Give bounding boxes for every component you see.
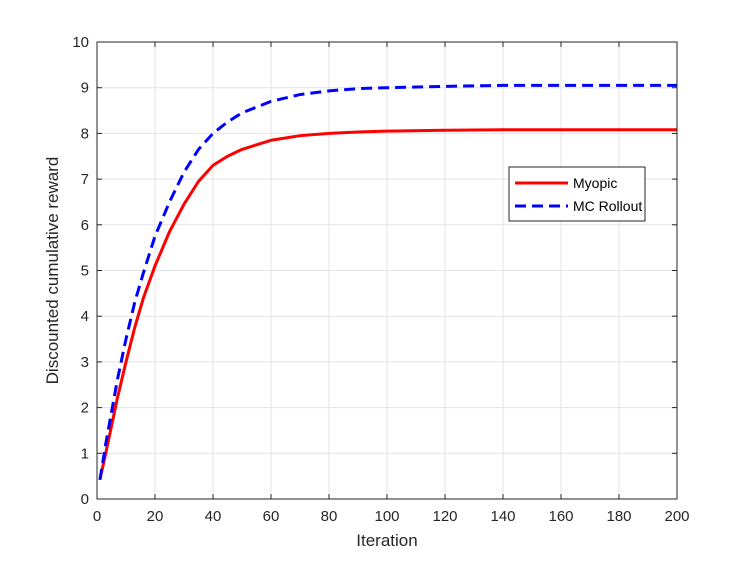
legend-label-myopic: Myopic [573,175,617,191]
y-axis-label: Discounted cumulative reward [43,157,62,385]
x-tick-label: 180 [606,508,631,525]
y-tick-label: 3 [81,354,89,371]
y-tick-label: 2 [81,400,89,417]
x-axis-ticks: 0 20 40 60 80 100 120 140 160 180 200 [93,42,690,525]
y-tick-label: 4 [81,308,89,325]
x-tick-label: 140 [490,508,515,525]
x-tick-label: 20 [147,508,164,525]
y-tick-label: 1 [81,445,89,462]
x-tick-label: 60 [263,508,280,525]
y-tick-label: 0 [81,491,89,508]
x-tick-label: 0 [93,508,101,525]
x-tick-label: 40 [205,508,222,525]
y-tick-label: 6 [81,217,89,234]
legend-box [508,166,646,222]
x-tick-label: 120 [432,508,457,525]
series-line-mc-rollout [98,83,677,481]
legend: Myopic MC Rollout [508,166,646,222]
y-tick-label: 8 [81,125,89,142]
x-tick-label: 100 [374,508,399,525]
x-tick-label: 160 [548,508,573,525]
x-axis-label: Iteration [356,531,417,550]
series-line-myopic [98,128,677,481]
y-tick-label: 10 [72,34,89,51]
y-axis-ticks: 0 1 2 3 4 5 6 7 8 9 10 [72,34,677,508]
legend-label-mc-rollout: MC Rollout [573,198,642,214]
x-tick-label: 80 [321,508,338,525]
y-tick-label: 5 [81,263,89,280]
x-tick-label: 200 [664,508,689,525]
series-lines [98,83,677,481]
y-tick-label: 9 [81,80,89,97]
y-tick-label: 7 [81,171,89,188]
